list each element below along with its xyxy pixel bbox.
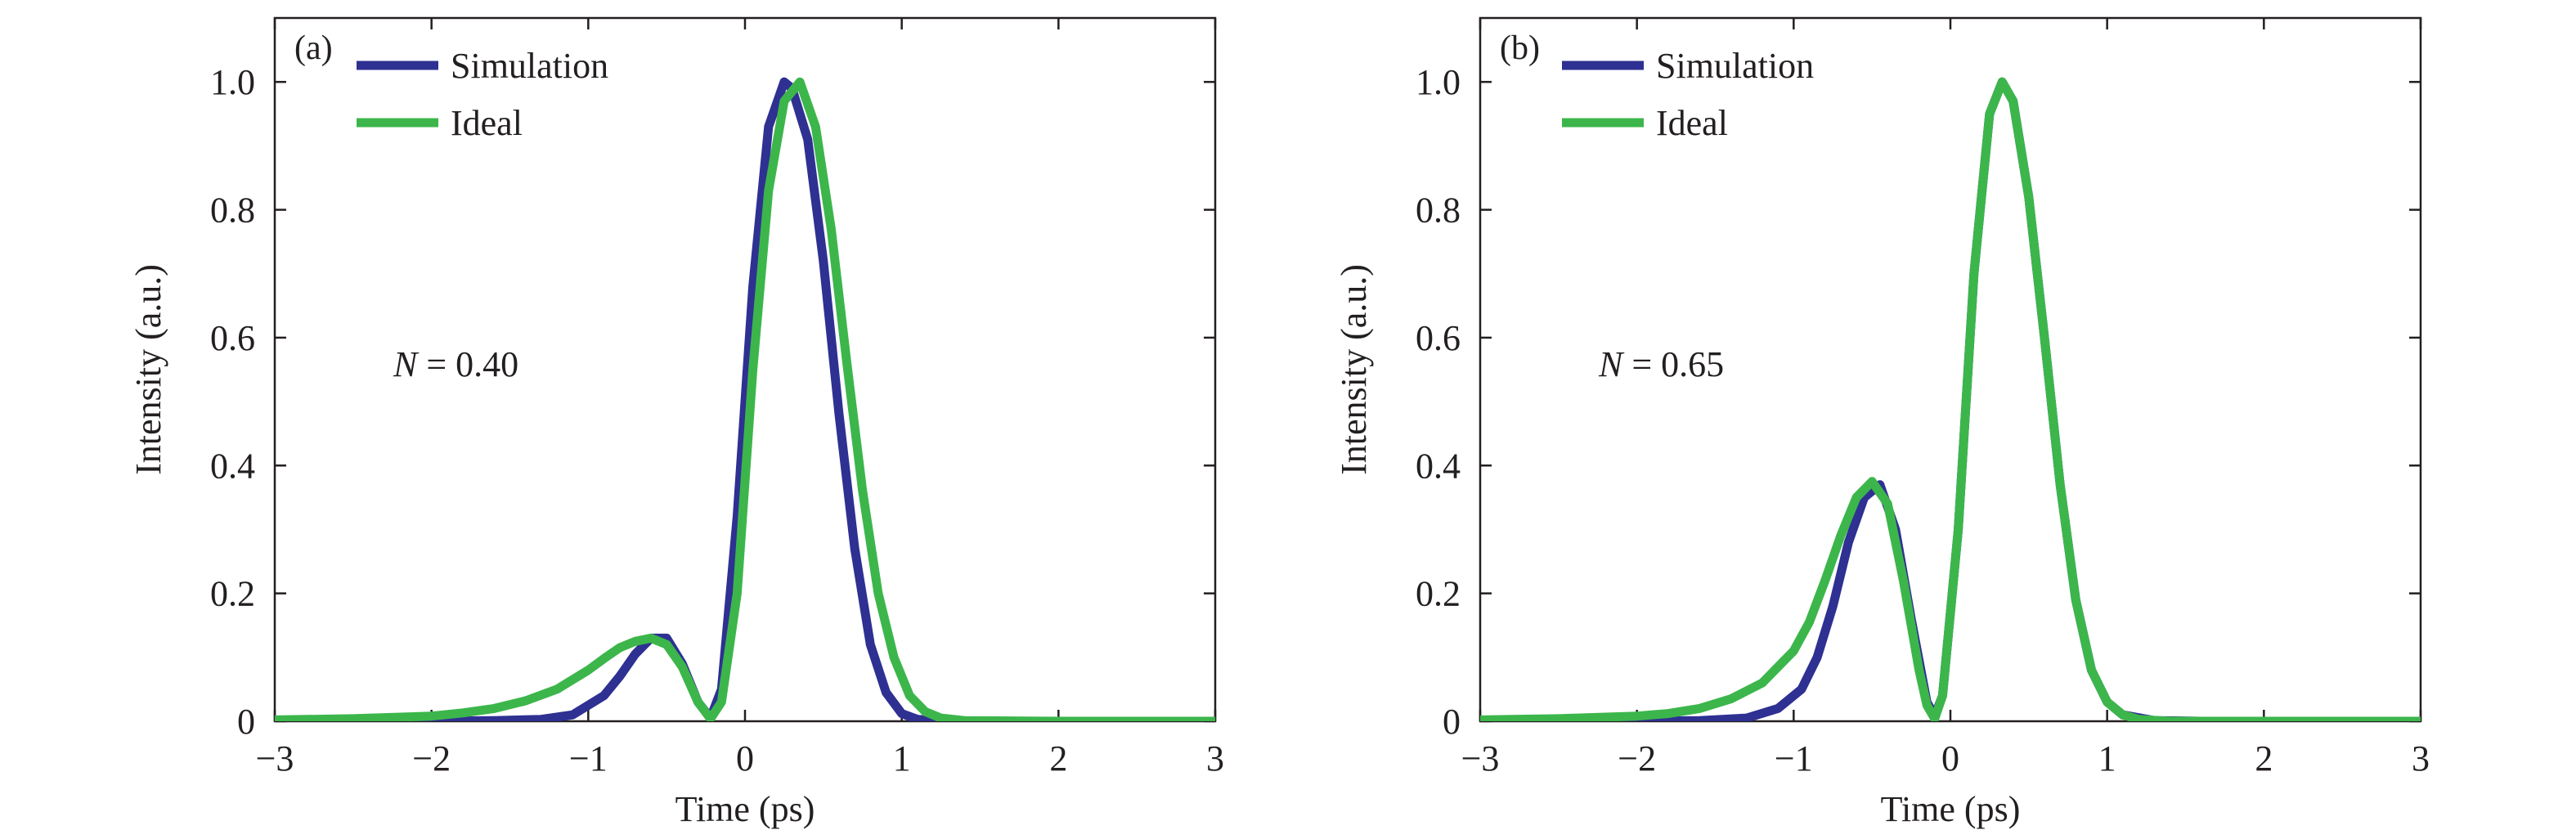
panel-label: (a): [294, 29, 333, 67]
y-axis-label: Intensity (a.u.): [128, 264, 168, 475]
x-tick-label: 3: [2412, 738, 2430, 778]
series-line-ideal: [275, 77, 1215, 721]
x-axis-label: Time (ps): [675, 789, 815, 829]
x-tick-label: −1: [569, 738, 608, 778]
x-tick-label: 0: [736, 738, 754, 778]
y-tick-label: 0.6: [210, 318, 255, 358]
y-tick-label: 0.4: [1416, 446, 1461, 486]
legend-label-ideal: Ideal: [1656, 103, 1728, 143]
series-line-simulation: [275, 77, 1215, 721]
x-tick-label: 0: [1941, 738, 1959, 778]
y-tick-label: 0.8: [1416, 191, 1461, 231]
x-tick-label: −3: [1461, 738, 1500, 778]
annotation-variable: N: [1598, 344, 1625, 384]
x-tick-label: 2: [2255, 738, 2273, 778]
y-axis-label: Intensity (a.u.): [1334, 264, 1374, 475]
y-tick-label: 1.0: [210, 62, 255, 102]
y-tick-label: 0: [237, 702, 255, 742]
series-line-ideal: [1480, 77, 2421, 721]
panel-label: (b): [1500, 29, 1540, 67]
y-tick-label: 0.6: [1416, 318, 1461, 358]
x-tick-label: −2: [1618, 738, 1656, 778]
x-tick-label: 2: [1049, 738, 1067, 778]
annotation-value: = 0.65: [1622, 344, 1724, 384]
x-tick-label: 1: [893, 738, 911, 778]
y-tick-label: 0.4: [210, 446, 255, 486]
legend-label-simulation: Simulation: [1656, 46, 1814, 86]
legend: Simulation Ideal: [1562, 46, 1814, 143]
panel-a: −3 −2 −1 0 1 2 3 0 0.2 0.4 0.6 0.8 1.0 (a) Simulatio…: [128, 16, 1224, 829]
annotation: N = 0.65: [1598, 344, 1724, 384]
y-tick-label: 0: [1443, 702, 1461, 742]
annotation-variable: N: [393, 344, 420, 384]
x-tick-label: 1: [2098, 738, 2116, 778]
annotation-value: = 0.40: [417, 344, 518, 384]
legend-label-simulation: Simulation: [451, 46, 608, 86]
y-tick-label: 1.0: [1416, 62, 1461, 102]
legend-label-ideal: Ideal: [451, 103, 523, 143]
axis-ticks: −3 −2 −1 0 1 2 3 0 0.2 0.4 0.6 0.8 1.0: [210, 18, 1224, 778]
x-axis-label: Time (ps): [1881, 789, 2021, 829]
y-tick-label: 0.2: [210, 574, 255, 614]
y-tick-label: 0.2: [1416, 574, 1461, 614]
panel-b: −3 −2 −1 0 1 2 3 0 0.2 0.4 0.6 0.8 1.0 (b) Simulatio…: [1334, 16, 2430, 829]
annotation: N = 0.40: [393, 344, 518, 384]
x-tick-label: −2: [412, 738, 451, 778]
x-tick-label: −1: [1775, 738, 1813, 778]
x-tick-label: −3: [256, 738, 294, 778]
legend: Simulation Ideal: [357, 46, 608, 143]
curves: [275, 77, 1215, 721]
x-tick-label: 3: [1206, 738, 1224, 778]
y-tick-label: 0.8: [210, 191, 255, 231]
curves: [1480, 77, 2421, 721]
